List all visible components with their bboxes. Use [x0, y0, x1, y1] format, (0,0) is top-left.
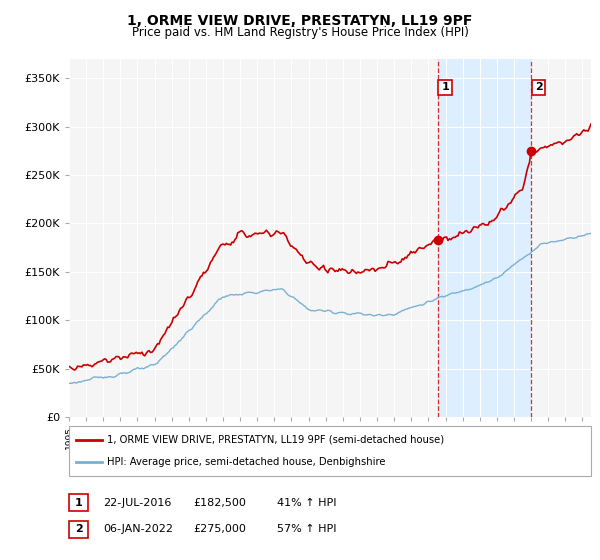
Text: 22-JUL-2016: 22-JUL-2016	[103, 498, 172, 508]
Text: 1, ORME VIEW DRIVE, PRESTATYN, LL19 9PF (semi-detached house): 1, ORME VIEW DRIVE, PRESTATYN, LL19 9PF …	[107, 435, 444, 445]
Text: 2: 2	[535, 82, 542, 92]
Text: £182,500: £182,500	[193, 498, 246, 508]
Text: 2: 2	[75, 524, 82, 534]
Text: 57% ↑ HPI: 57% ↑ HPI	[277, 524, 337, 534]
Text: Price paid vs. HM Land Registry's House Price Index (HPI): Price paid vs. HM Land Registry's House …	[131, 26, 469, 39]
Text: 1, ORME VIEW DRIVE, PRESTATYN, LL19 9PF: 1, ORME VIEW DRIVE, PRESTATYN, LL19 9PF	[127, 14, 473, 28]
Text: 1: 1	[75, 498, 82, 508]
Bar	[438, 59, 532, 417]
Text: HPI: Average price, semi-detached house, Denbighshire: HPI: Average price, semi-detached house,…	[107, 457, 385, 467]
Text: 41% ↑ HPI: 41% ↑ HPI	[277, 498, 337, 508]
Text: £275,000: £275,000	[193, 524, 246, 534]
Text: 1: 1	[441, 82, 449, 92]
Text: 06-JAN-2022: 06-JAN-2022	[103, 524, 173, 534]
